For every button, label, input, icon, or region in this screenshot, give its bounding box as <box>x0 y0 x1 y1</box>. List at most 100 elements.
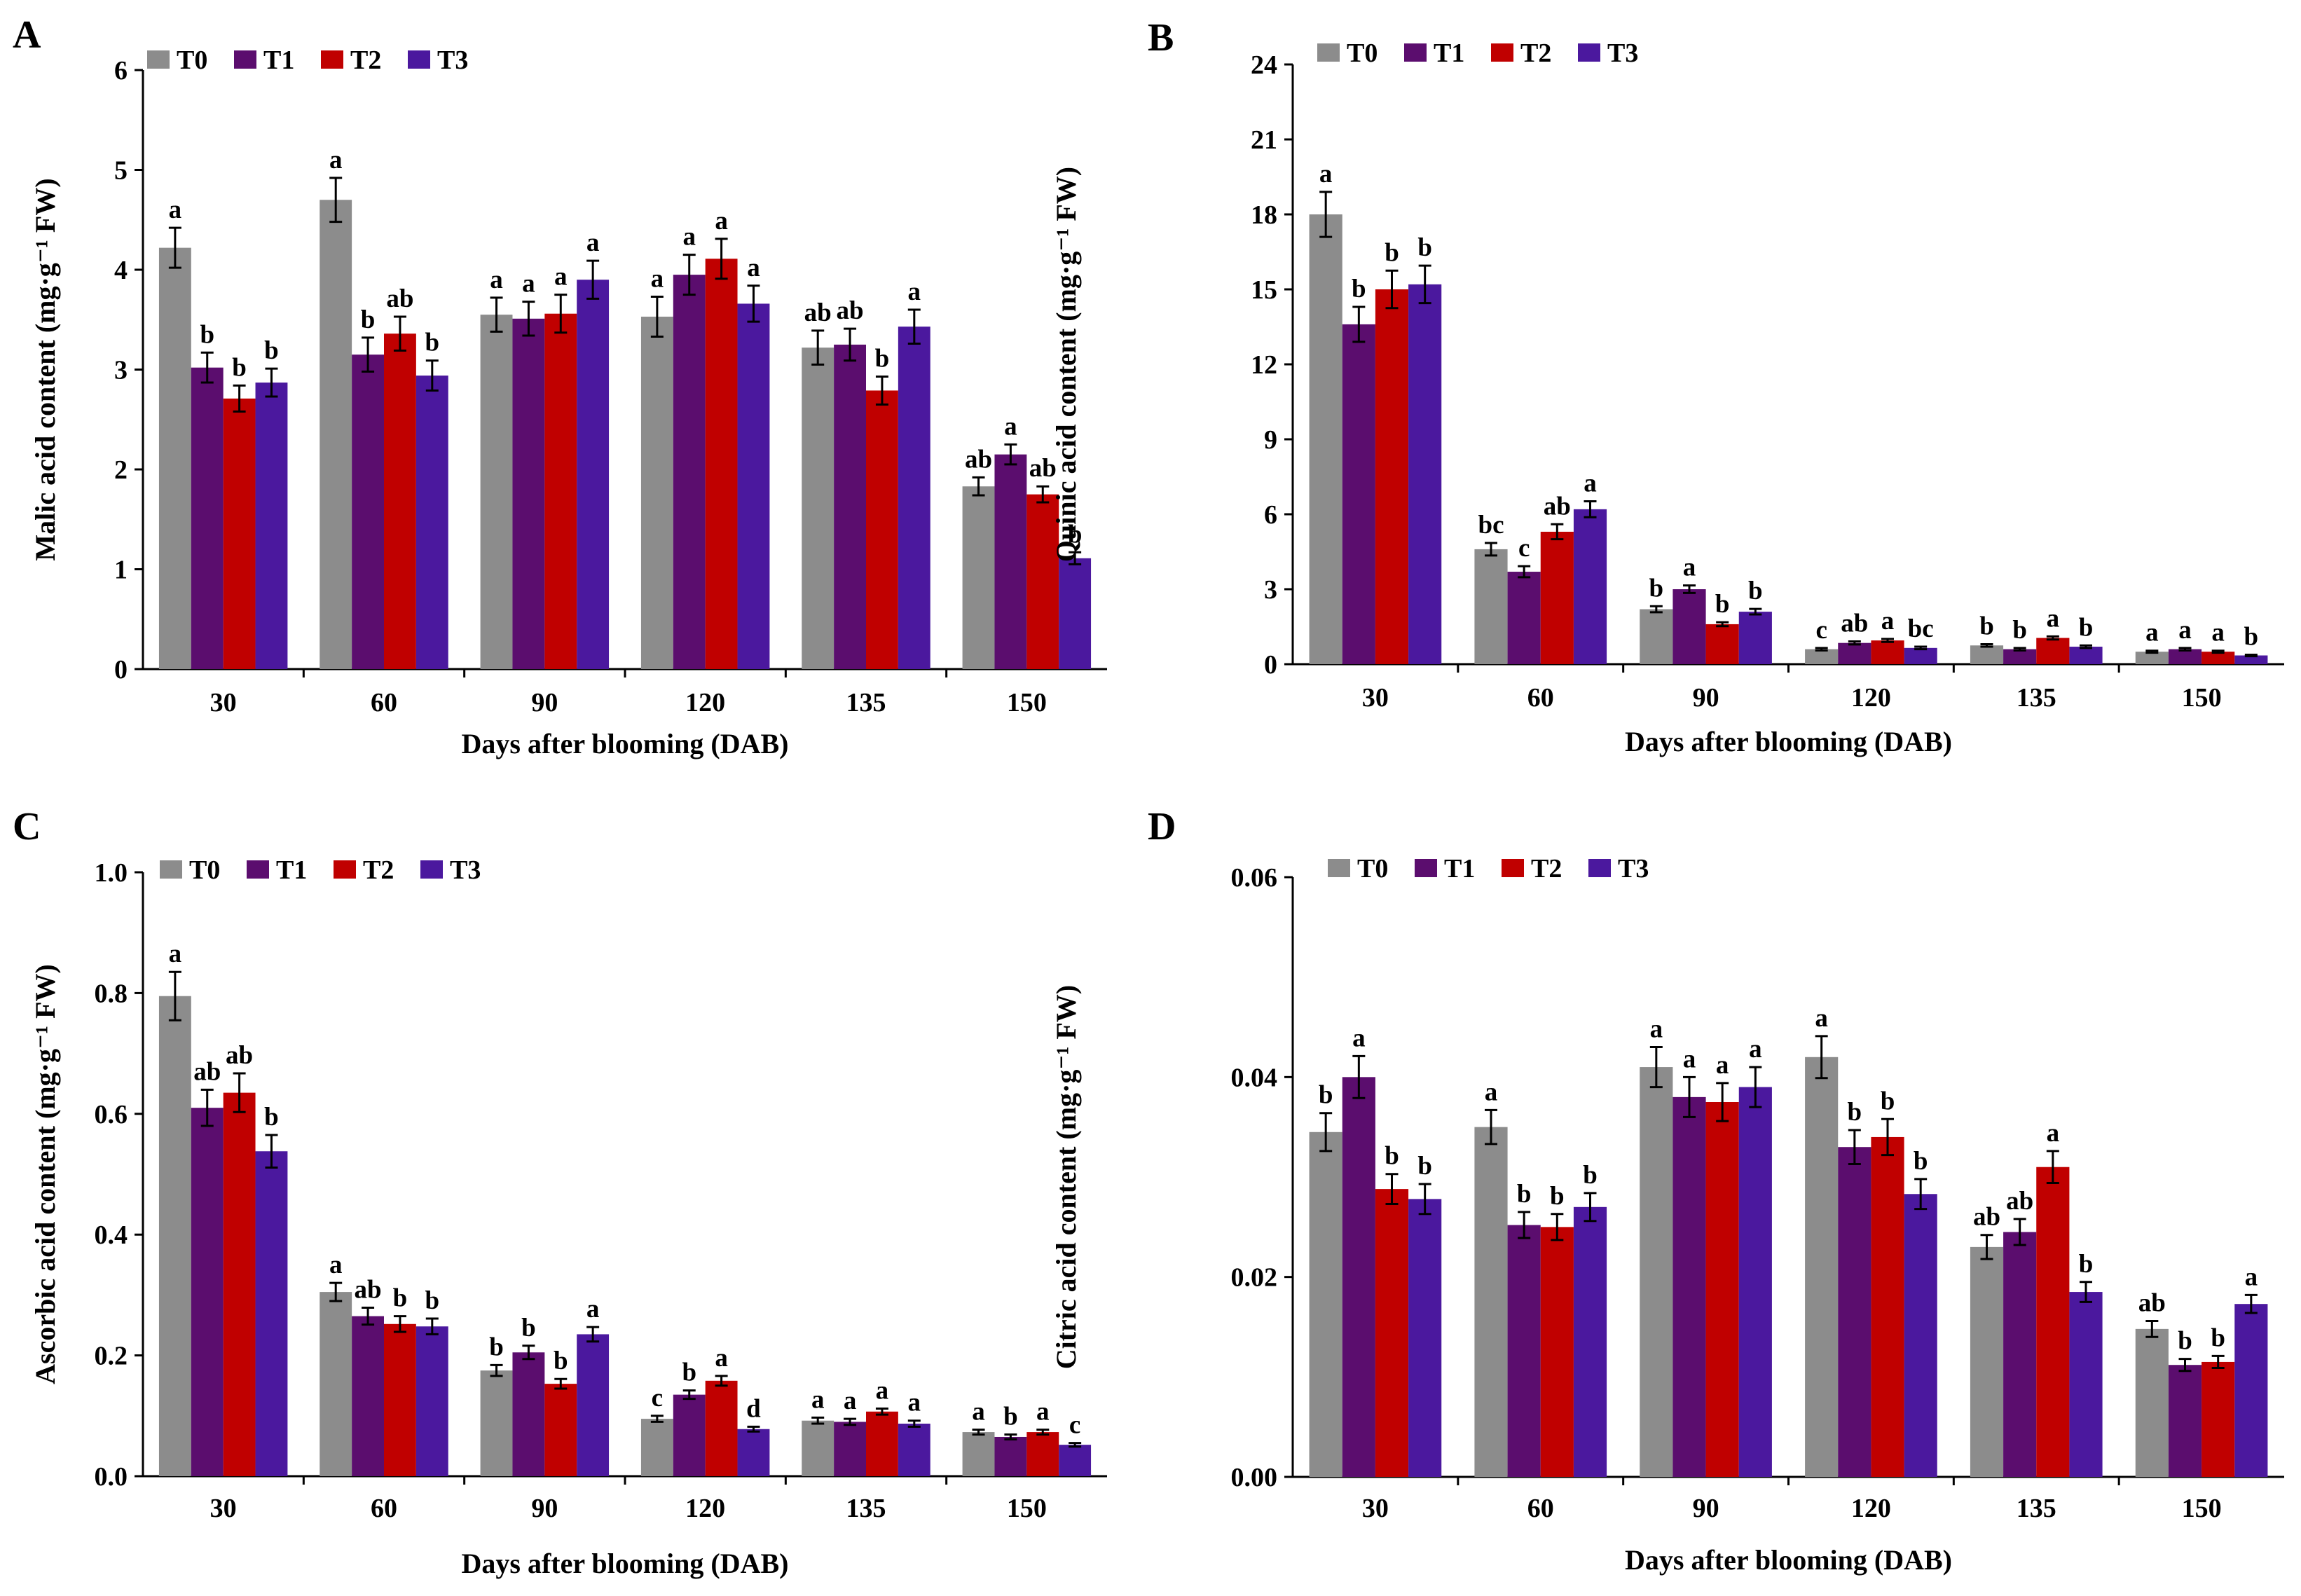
y-tick-label: 5 <box>114 156 128 186</box>
legend-swatch-T0 <box>147 50 170 69</box>
y-tick-label: 15 <box>1251 275 1277 305</box>
significance-label: b <box>554 1347 568 1375</box>
bar-T1-120 <box>673 275 706 669</box>
y-tick-label: 0.0 <box>95 1462 128 1492</box>
legend-swatch-T1 <box>1415 859 1437 877</box>
bar-T2-120 <box>705 259 738 669</box>
y-axis-title: Malic acid content (mg·g⁻¹ FW) <box>29 178 61 560</box>
significance-label: c <box>1518 534 1530 563</box>
significance-label: d <box>746 1394 761 1423</box>
x-tick-label: 150 <box>2182 683 2222 713</box>
x-axis-title: Days after blooming (DAB) <box>1625 726 1952 757</box>
bar-T1-90 <box>1672 1096 1706 1477</box>
significance-label: a <box>586 228 600 257</box>
bar-T0-90 <box>480 1370 513 1476</box>
bar-T0-120 <box>1805 1057 1839 1477</box>
y-tick-label: 0 <box>114 655 128 685</box>
significance-label: a <box>844 1387 857 1415</box>
y-tick-label: 0.00 <box>1231 1463 1278 1492</box>
panel-A: A 0 1 2 3 4 5 6 30 60 90 120 135 150 Days after bloomi… <box>13 13 1107 759</box>
bar-T1-150 <box>2168 1365 2202 1477</box>
bar-T2-120 <box>1871 1136 1904 1477</box>
significance-label: b <box>1417 1152 1432 1181</box>
x-tick-label: 30 <box>1362 683 1389 713</box>
y-tick-label: 21 <box>1251 125 1277 155</box>
bar-T0-60 <box>1474 1127 1508 1477</box>
bar-T3-135 <box>898 326 930 669</box>
significance-label: ab <box>355 1276 382 1305</box>
significance-label: ab <box>837 296 864 325</box>
bar-T3-30 <box>1408 284 1442 664</box>
bar-T2-60 <box>384 333 416 669</box>
significance-label: b <box>1319 1081 1333 1110</box>
legend-label-T3: T3 <box>1618 854 1649 883</box>
panel-D: D 0.00 0.02 0.04 0.06 30 60 90 120 135 150 Days aft… <box>1050 805 2284 1576</box>
bar-T3-30 <box>1408 1199 1442 1477</box>
bar-T3-150 <box>1059 558 1092 669</box>
significance-label: a <box>1004 412 1017 441</box>
significance-label: b <box>1003 1403 1018 1431</box>
significance-label: a <box>329 146 343 174</box>
x-tick-label: 150 <box>1007 1494 1047 1523</box>
bar-T3-135 <box>2069 647 2103 664</box>
bar-T0-135 <box>802 348 834 669</box>
bar-T3-90 <box>1738 1087 1772 1477</box>
significance-label: a <box>2178 616 2192 645</box>
significance-label: a <box>522 270 535 298</box>
bar-T0-120 <box>1805 649 1839 664</box>
bar-T0-150 <box>962 486 995 669</box>
significance-label: a <box>1650 1015 1663 1044</box>
significance-label: a <box>1716 1051 1729 1080</box>
y-tick-label: 6 <box>114 56 128 85</box>
significance-label: b <box>2079 613 2094 642</box>
bar-T3-60 <box>1573 509 1607 664</box>
bar-T2-30 <box>1375 1189 1409 1477</box>
bar-T2-135 <box>866 390 898 669</box>
significance-label: a <box>1485 1078 1498 1106</box>
y-tick-label: 0.2 <box>95 1342 128 1371</box>
bar-T1-135 <box>2003 649 2037 664</box>
bar-T0-30 <box>1309 1131 1342 1477</box>
significance-label: a <box>651 264 664 293</box>
significance-label: a <box>1683 1045 1696 1073</box>
significance-label: b <box>1517 1180 1532 1209</box>
legend-label-T0: T0 <box>1347 39 1378 68</box>
significance-label: a <box>1352 1024 1366 1052</box>
y-tick-label: 18 <box>1251 200 1277 230</box>
significance-label: ab <box>1029 454 1057 483</box>
significance-label: ab <box>2006 1187 2033 1216</box>
bar-T0-60 <box>320 200 352 669</box>
bar-T1-150 <box>994 1436 1027 1476</box>
bar-T0-60 <box>1474 549 1508 664</box>
bar-T2-90 <box>544 313 577 669</box>
y-tick-label: 0.8 <box>95 979 128 1008</box>
x-tick-label: 135 <box>846 688 886 717</box>
legend-label-T2: T2 <box>1520 39 1551 68</box>
x-tick-label: 135 <box>846 1494 886 1523</box>
bar-T0-150 <box>2135 1328 2169 1477</box>
panel-C: C 0.0 0.2 0.4 0.6 0.8 1.0 30 60 90 120 135 150 Days a… <box>13 805 1107 1579</box>
significance-label: ab <box>1841 610 1868 638</box>
bar-T3-30 <box>255 1151 288 1476</box>
y-tick-label: 1 <box>114 556 128 585</box>
legend-label-T1: T1 <box>263 46 294 75</box>
bar-T0-30 <box>158 996 191 1476</box>
bar-T0-120 <box>640 316 673 669</box>
bar-T3-150 <box>1059 1445 1092 1476</box>
significance-label: a <box>586 1295 600 1323</box>
bar-T1-135 <box>834 344 866 669</box>
significance-label: a <box>876 1376 889 1405</box>
legend-label-T2: T2 <box>363 855 394 885</box>
bar-T1-120 <box>673 1394 706 1476</box>
significance-label: ab <box>193 1057 221 1086</box>
legend-label-T2: T2 <box>350 46 381 75</box>
x-tick-label: 30 <box>1362 1494 1389 1523</box>
x-axis-title: Days after blooming (DAB) <box>461 728 788 759</box>
bar-T3-135 <box>2069 1292 2103 1477</box>
x-tick-label: 60 <box>371 688 397 717</box>
bar-T3-120 <box>1904 647 1937 664</box>
legend-label-T0: T0 <box>1357 854 1388 883</box>
bar-T1-60 <box>1507 1225 1541 1477</box>
y-tick-label: 0.06 <box>1231 863 1278 893</box>
significance-label: b <box>1583 1161 1598 1190</box>
